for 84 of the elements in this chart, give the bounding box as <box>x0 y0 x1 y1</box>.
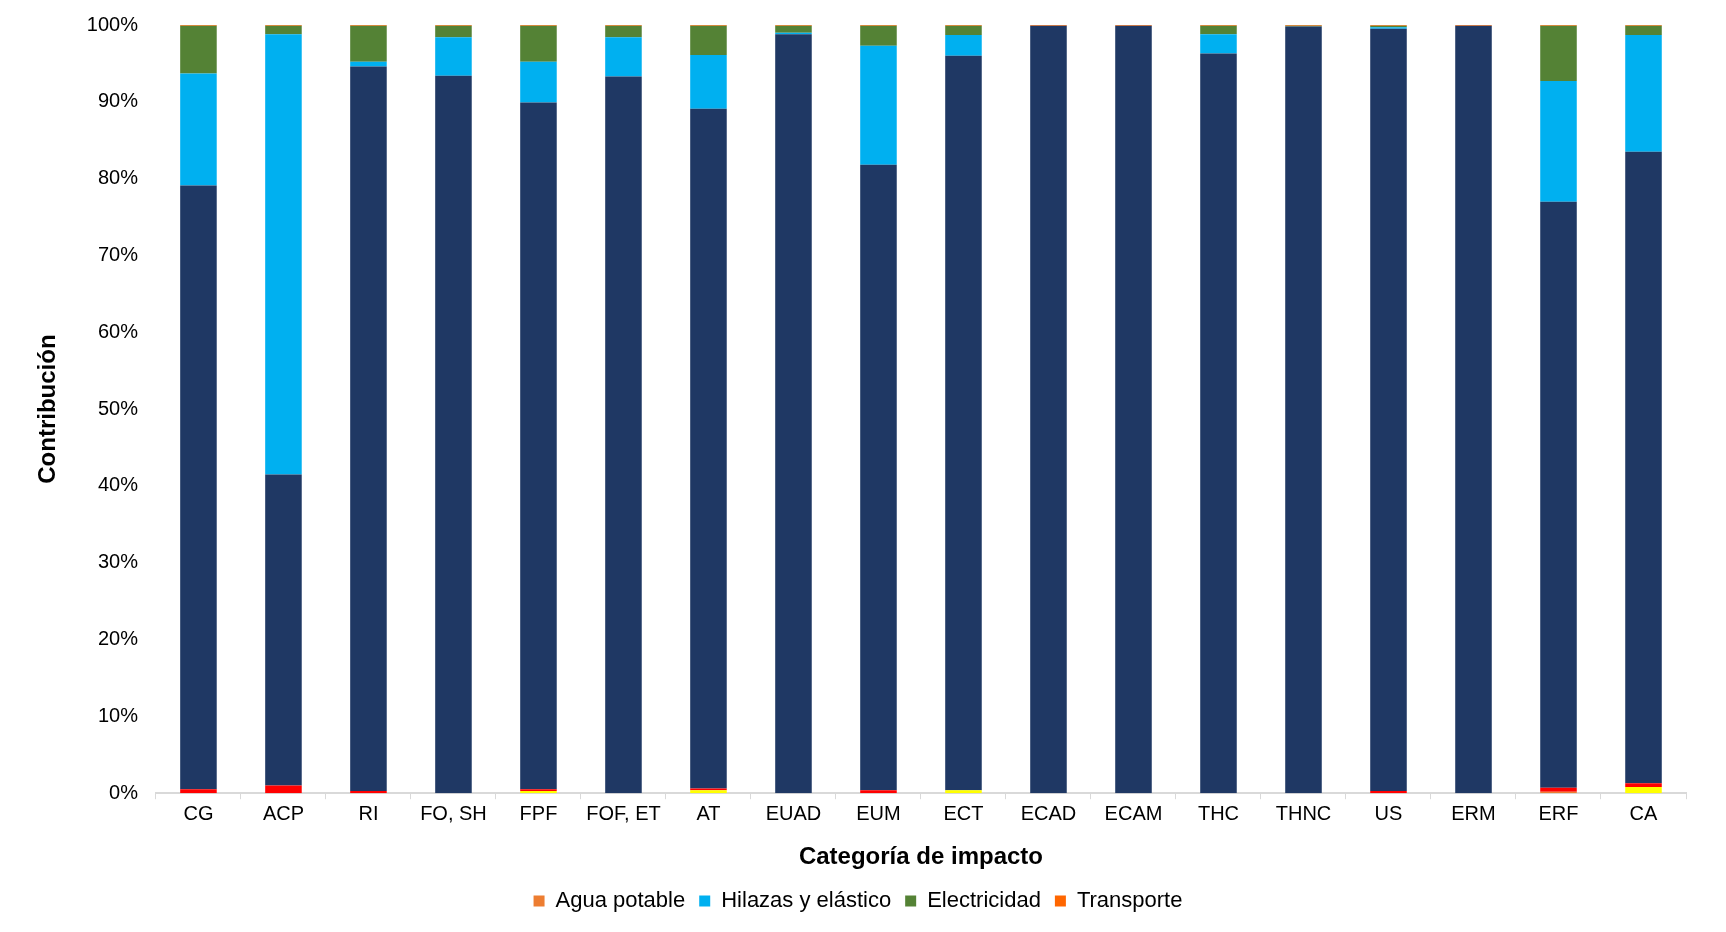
x-tick-label: THNC <box>1275 801 1332 824</box>
x-axis-title: Categoría de impacto <box>798 842 1044 870</box>
bar <box>1200 34 1237 54</box>
x-tick-label: US <box>1374 801 1403 824</box>
bar <box>1200 25 1237 35</box>
x-tick-label: ERM <box>1451 801 1496 824</box>
bar <box>1115 25 1152 794</box>
x-tick-label: FPF <box>519 801 558 824</box>
y-tick-label: 50% <box>97 396 139 419</box>
bar <box>945 34 982 56</box>
bar <box>1370 28 1407 791</box>
y-tick-label: 20% <box>97 627 139 650</box>
bar <box>1625 25 1662 35</box>
bar <box>690 108 727 789</box>
y-tick-label: 40% <box>97 473 139 496</box>
x-tick-label: FOF, ET <box>586 801 661 824</box>
x-tick-label: EUM <box>856 801 901 824</box>
bar <box>775 25 812 33</box>
bar <box>265 474 302 786</box>
bar <box>605 25 642 38</box>
bar <box>520 102 557 790</box>
x-tick-label: ECT <box>943 801 984 824</box>
bar <box>180 789 217 794</box>
bar <box>945 25 982 35</box>
x-tick-label: AT <box>696 801 721 824</box>
bar <box>1540 25 1577 82</box>
bar <box>180 185 217 790</box>
y-tick-label: 70% <box>97 242 139 265</box>
bar <box>520 25 557 62</box>
bar <box>1455 25 1492 794</box>
x-tick-label: ACP <box>262 801 305 824</box>
bar <box>350 25 387 62</box>
bar <box>1540 787 1577 792</box>
bar <box>265 25 302 35</box>
legend-label: Transporte <box>1076 887 1183 913</box>
y-tick-label: 10% <box>97 703 139 726</box>
bar <box>1285 26 1322 794</box>
x-tick-label: EUAD <box>765 801 822 824</box>
bar <box>1625 783 1662 788</box>
bar <box>520 61 557 103</box>
y-tick-label: 0% <box>109 780 139 803</box>
y-tick-label: 90% <box>97 89 139 112</box>
bar <box>690 54 727 109</box>
y-tick-label: 100% <box>86 12 139 35</box>
y-axis-title: Contribución <box>33 334 61 484</box>
bar <box>350 66 387 791</box>
bar <box>1200 53 1237 794</box>
x-tick-label: FO, SH <box>420 801 487 824</box>
legend-label: Hilazas y elástico <box>721 887 892 913</box>
y-tick-label: 30% <box>97 550 139 573</box>
bar <box>605 76 642 794</box>
legend-label: Electricidad <box>927 887 1041 913</box>
y-tick-label: 60% <box>97 319 139 342</box>
bar <box>1030 25 1067 794</box>
bar <box>775 34 812 794</box>
bar <box>1625 787 1662 794</box>
bar <box>945 790 982 794</box>
bar <box>860 790 897 794</box>
bar <box>265 785 302 794</box>
bar <box>435 25 472 38</box>
bar <box>1625 34 1662 152</box>
bar <box>860 25 897 46</box>
bar <box>945 55 982 791</box>
x-tick-label: THC <box>1197 801 1240 824</box>
bar <box>1540 81 1577 202</box>
bar <box>605 37 642 77</box>
x-tick-label: ERF <box>1538 801 1579 824</box>
y-tick-label: 80% <box>97 166 139 189</box>
bar <box>860 45 897 165</box>
bar <box>265 34 302 475</box>
bar <box>435 75 472 794</box>
x-tick-label: CG <box>183 801 214 824</box>
bar <box>860 164 897 791</box>
bar <box>1540 201 1577 788</box>
bar <box>690 25 727 55</box>
legend-label: Agua potable <box>555 887 686 913</box>
bar <box>435 37 472 76</box>
x-tick-label: CA <box>1629 801 1659 824</box>
bar <box>180 73 217 186</box>
bar <box>1625 151 1662 784</box>
x-tick-label: RI <box>358 801 379 824</box>
x-tick-label: ECAM <box>1104 801 1163 824</box>
x-tick-label: ECAD <box>1020 801 1077 824</box>
bar <box>180 25 217 74</box>
